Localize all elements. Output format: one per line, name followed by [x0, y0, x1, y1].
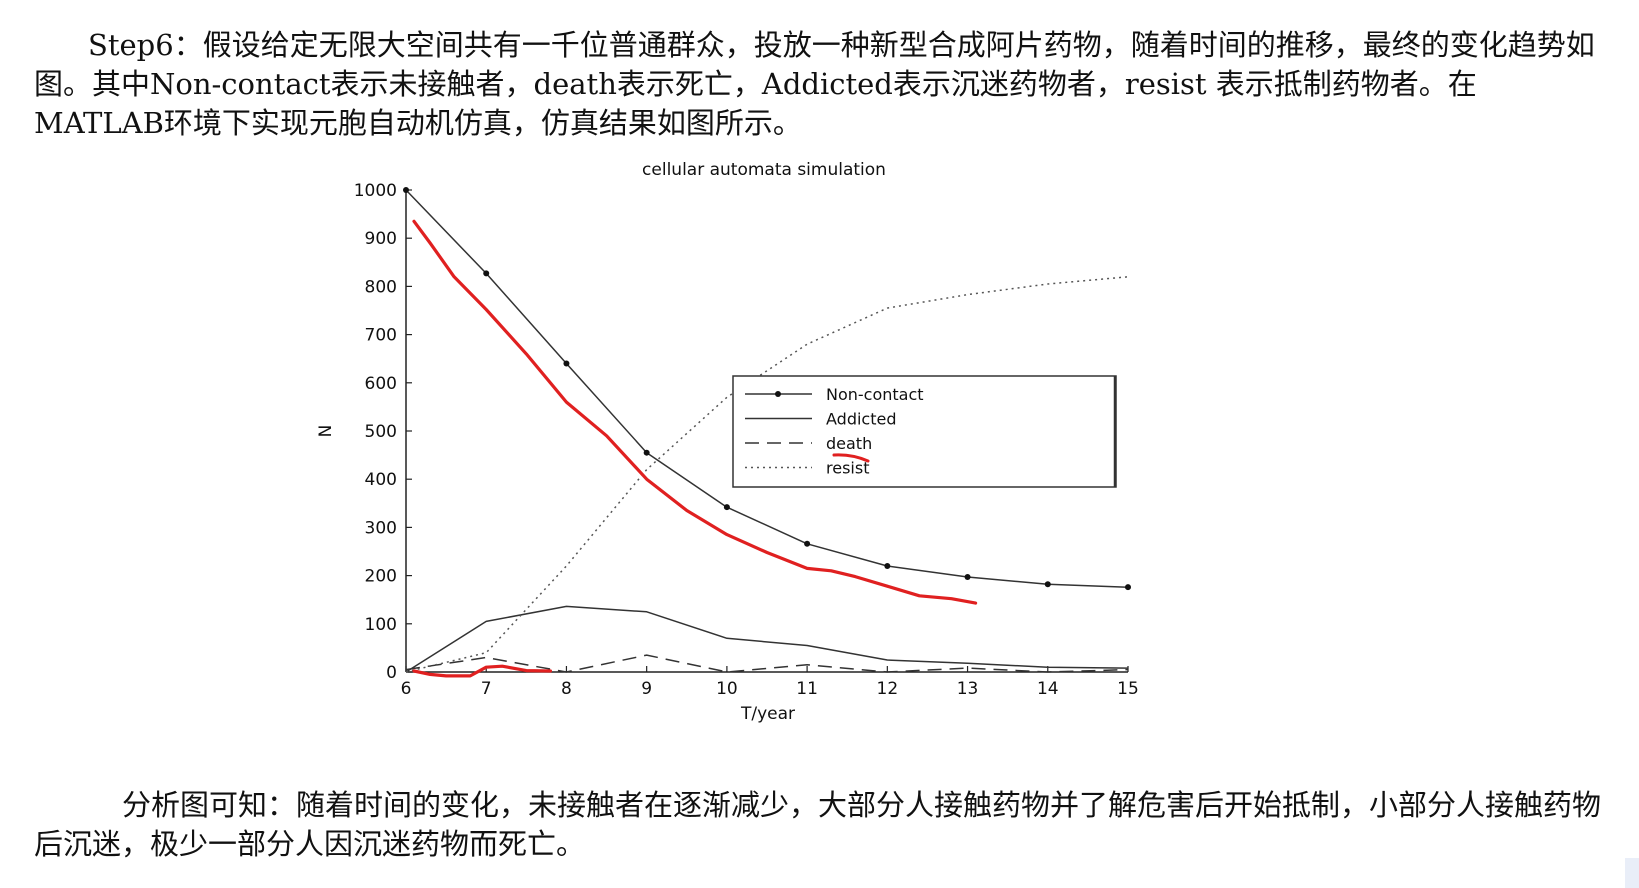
point-non-contact-5	[804, 540, 811, 547]
point-non-contact-4	[723, 504, 730, 511]
series-line-addicted	[405, 605, 1129, 673]
x-tick-label-7: 13	[957, 679, 979, 699]
point-non-contact-8	[1044, 581, 1051, 588]
analysis-paragraph: 分析图可知：随着时间的变化，未接触者在逐渐减少，大部分人接触药物并了解危害后开始…	[34, 788, 1602, 861]
point-non-contact-2	[563, 360, 570, 367]
point-non-contact-1	[483, 270, 490, 277]
y-axis-label: N	[316, 425, 336, 438]
x-tick-label-3: 9	[641, 679, 652, 699]
y-tick-label-10: 1000	[354, 181, 397, 201]
x-tick-label-8: 14	[1037, 679, 1059, 699]
y-tick-label-7: 700	[365, 326, 397, 346]
series-line-non-contact	[405, 189, 1129, 588]
series-line-death	[405, 654, 1129, 673]
point-non-contact-0	[403, 187, 409, 193]
point-non-contact-3	[643, 449, 650, 456]
point-non-contact-7	[964, 574, 971, 581]
legend-marker-non-contact	[775, 391, 781, 397]
y-tick-label-2: 200	[365, 567, 397, 587]
x-tick-label-5: 11	[796, 679, 818, 699]
annotation-layer	[412, 219, 978, 678]
y-tick-label-4: 400	[365, 470, 397, 490]
series-layer	[403, 187, 1131, 673]
x-tick-label-0: 6	[401, 679, 412, 699]
x-tick-label-6: 12	[877, 679, 899, 699]
y-tick-label-9: 900	[365, 229, 397, 249]
x-axis-label: T/year	[740, 704, 795, 724]
legend-box	[732, 375, 1117, 488]
x-tick-label-2: 8	[561, 679, 572, 699]
x-tick-label-1: 7	[481, 679, 492, 699]
legend: Non-contact Addicted death resist	[732, 375, 1117, 488]
chart-title: cellular automata simulation	[642, 160, 886, 180]
y-tick-group: 0 100 200 300 400 500 600 700 800 900 1000	[354, 181, 412, 683]
y-tick-label-8: 800	[365, 277, 397, 297]
y-tick-label-5: 500	[365, 422, 397, 442]
x-tick-label-4: 10	[716, 679, 738, 699]
y-tick-label-3: 300	[365, 518, 397, 538]
red-annotation-1	[412, 664, 553, 678]
y-tick-label-1: 100	[365, 615, 397, 635]
point-non-contact-9	[1125, 584, 1131, 591]
intro-paragraph: Step6：假设给定无限大空间共有一千位普通群众，投放一种新型合成阿片药物，随着…	[34, 28, 1595, 140]
corner-decoration	[1625, 858, 1639, 888]
legend-label-addicted: Addicted	[826, 410, 897, 429]
x-tick-label-9: 15	[1117, 679, 1139, 699]
y-tick-label-0: 0	[386, 663, 397, 683]
legend-label-resist: resist	[826, 459, 869, 478]
point-non-contact-6	[884, 562, 891, 569]
y-tick-label-6: 600	[365, 374, 397, 394]
legend-label-non-contact: Non-contact	[826, 385, 924, 404]
red-annotation-0	[412, 219, 978, 605]
legend-items: Non-contact Addicted death resist	[745, 385, 924, 478]
legend-red-mark	[832, 453, 870, 463]
legend-label-death: death	[826, 434, 872, 453]
x-tick-group: 6 7 8 9 10 11 12 13 14 15	[401, 666, 1139, 699]
